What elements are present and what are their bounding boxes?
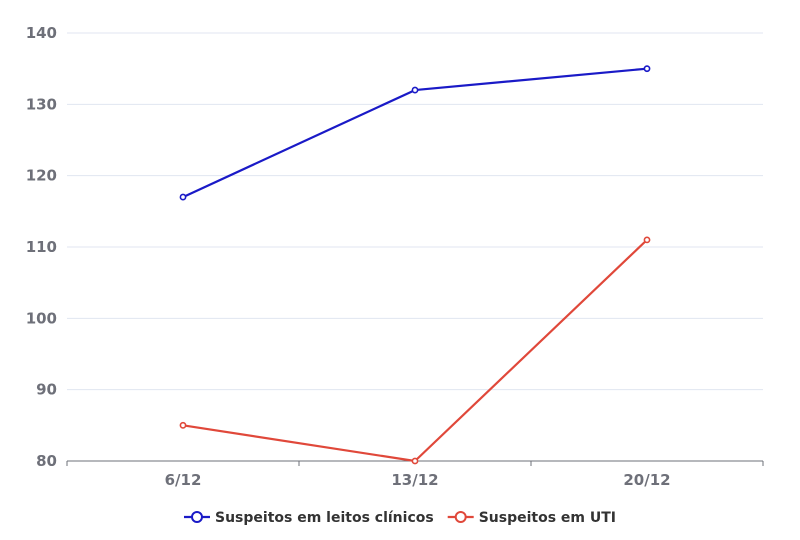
legend-item-0[interactable]: Suspeitos em leitos clínicos: [183, 510, 434, 526]
data-point[interactable]: [411, 457, 419, 465]
data-point[interactable]: [643, 236, 651, 244]
y-tick-label: 80: [36, 452, 57, 470]
y-axis: 80 90 100 110 120 130 140: [26, 24, 57, 470]
x-tick-label: 13/12: [391, 471, 438, 489]
data-point[interactable]: [643, 65, 651, 73]
y-tick-label: 90: [36, 381, 57, 399]
legend-label: Suspeitos em UTI: [479, 510, 616, 526]
series-layer: [179, 65, 651, 465]
legend-marker-icon: [190, 511, 203, 523]
x-tick-label: 6/12: [165, 471, 202, 489]
x-axis: 6/12 13/12 20/12: [66, 460, 764, 489]
y-tick-label: 140: [26, 24, 57, 42]
data-point[interactable]: [179, 193, 187, 201]
legend-item-1[interactable]: Suspeitos em UTI: [447, 510, 616, 526]
x-tick-label: 20/12: [623, 471, 670, 489]
series-line-1: [182, 239, 648, 463]
legend-label: Suspeitos em leitos clínicos: [215, 510, 434, 526]
legend-marker-icon: [454, 511, 467, 523]
y-tick-label: 130: [26, 95, 57, 113]
y-tick-label: 110: [26, 238, 57, 256]
data-point[interactable]: [179, 421, 187, 429]
grid-lines: [67, 32, 763, 391]
y-tick-label: 120: [26, 167, 57, 185]
y-tick-label: 100: [26, 309, 57, 327]
data-point[interactable]: [411, 86, 419, 94]
legend[interactable]: Suspeitos em leitos clínicos Suspeitos em…: [183, 510, 616, 526]
